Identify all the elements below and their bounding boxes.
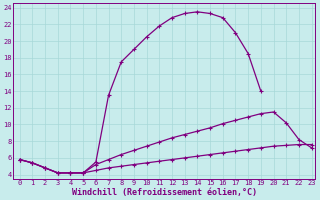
X-axis label: Windchill (Refroidissement éolien,°C): Windchill (Refroidissement éolien,°C) bbox=[72, 188, 257, 197]
